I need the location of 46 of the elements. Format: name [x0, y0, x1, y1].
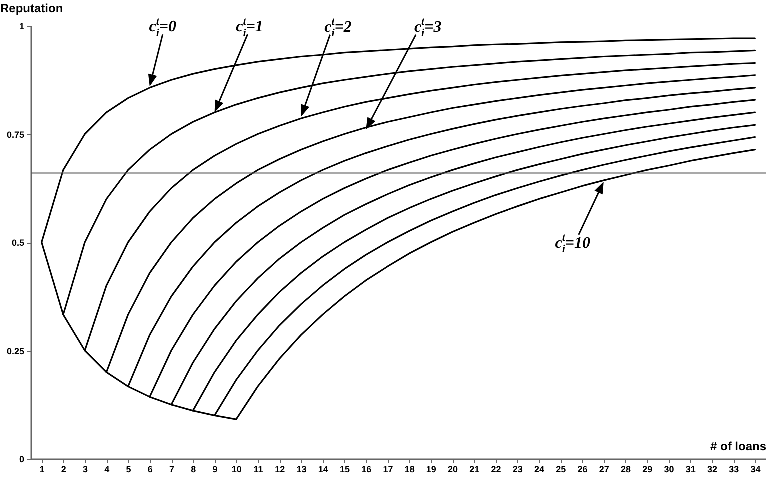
x-tick-label: 5: [126, 464, 132, 474]
x-tick-label: 21: [470, 464, 480, 474]
x-tick-label: 30: [664, 464, 674, 474]
y-tick-label: 0.5: [12, 238, 24, 248]
y-tick-label: 0.25: [6, 346, 24, 356]
x-tick-label: 23: [512, 464, 523, 474]
x-tick-label: 19: [426, 464, 436, 474]
x-tick-label: 1: [40, 464, 45, 474]
x-tick-label: 24: [534, 464, 545, 474]
x-tick-label: 26: [578, 464, 588, 474]
x-tick-label: 28: [620, 464, 631, 474]
x-tick-label: 22: [491, 464, 502, 474]
x-tick-label: 16: [362, 464, 372, 474]
x-tick-label: 15: [340, 464, 350, 474]
x-tick-label: 13: [296, 464, 307, 474]
x-tick-label: 10: [232, 464, 242, 474]
annotation: c$_{i}$$^{t}$=2: [324, 16, 352, 40]
x-tick-label: 14: [318, 464, 328, 474]
y-tick-label: 1: [19, 22, 24, 32]
annotation: c$_{i}$$^{t}$=0: [149, 16, 177, 40]
x-tick-label: 7: [170, 464, 175, 474]
x-tick-label: 4: [104, 464, 110, 474]
x-axis-title: # of loans: [710, 440, 767, 454]
x-tick-label: 31: [686, 464, 696, 474]
x-tick-label: 11: [254, 464, 264, 474]
x-tick-label: 9: [212, 464, 218, 474]
annotation: c$_{i}$$^{t}$=3: [414, 16, 442, 40]
x-tick-label: 3: [83, 464, 88, 474]
y-tick-label: 0.75: [6, 130, 24, 140]
x-tick-label: 27: [599, 464, 610, 474]
x-tick-label: 34: [750, 464, 761, 474]
y-tick-label: 0: [19, 454, 24, 464]
annotation: c$_{i}$$^{t}$=1: [236, 16, 264, 40]
x-tick-label: 17: [383, 464, 394, 474]
x-tick-label: 33: [729, 464, 740, 474]
x-tick-label: 2: [61, 464, 66, 474]
x-tick-label: 29: [642, 464, 653, 474]
x-tick-label: 6: [148, 464, 153, 474]
y-axis-title: Reputation: [0, 2, 64, 16]
x-tick-label: 32: [707, 464, 718, 474]
x-tick-label: 8: [191, 464, 196, 474]
annotation: c$_{i}$$^{t}$=10: [555, 232, 591, 256]
x-tick-label: 20: [448, 464, 458, 474]
x-tick-label: 12: [275, 464, 286, 474]
x-tick-label: 18: [404, 464, 415, 474]
x-tick-label: 25: [556, 464, 566, 474]
